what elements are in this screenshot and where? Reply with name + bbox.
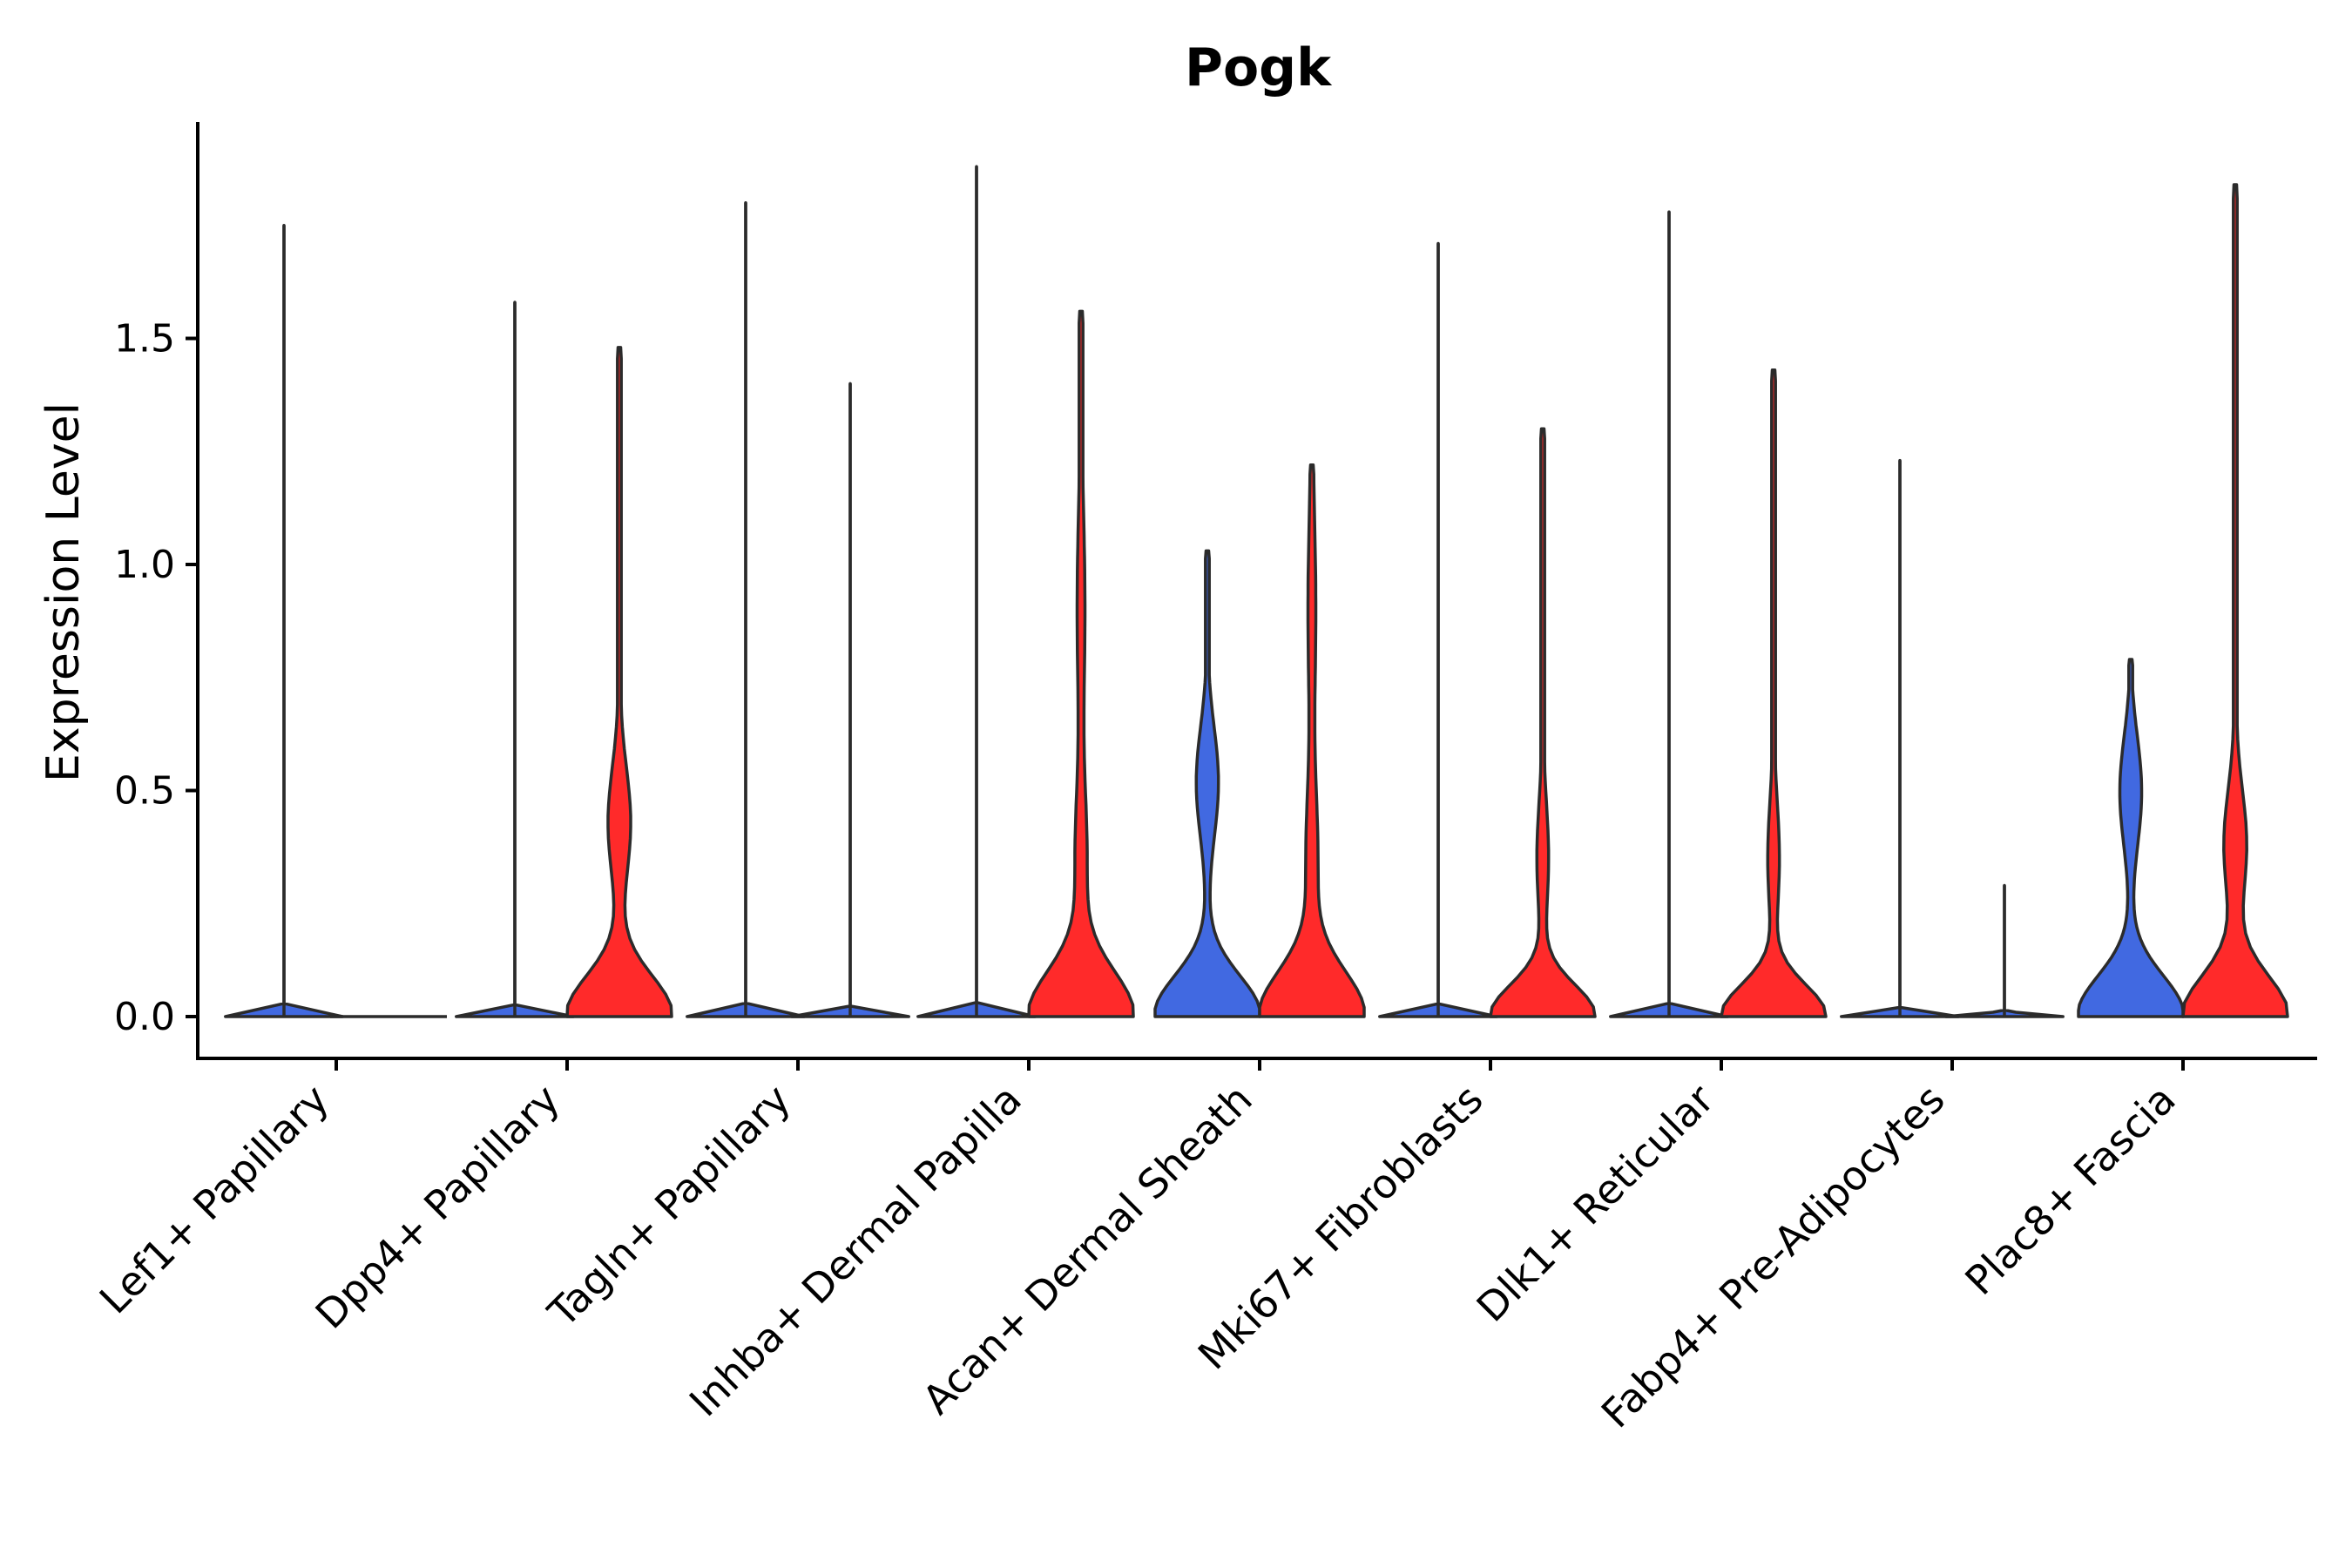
y-tick-label: 1.5 [114, 317, 175, 362]
violin-group [686, 201, 910, 1018]
violin-blue [2077, 658, 2185, 1018]
violin-group [1840, 458, 2065, 1018]
x-tick-label: Lef1+ Papillary [91, 1076, 338, 1323]
violin-group [224, 224, 447, 1018]
y-axis-label: Expression Level [37, 402, 90, 782]
violin-group [1378, 241, 1597, 1018]
violin-red [1027, 309, 1135, 1018]
y-tick-label: 0.5 [114, 769, 175, 814]
y-tick-label: 1.0 [114, 543, 175, 587]
violin-group [1153, 463, 1366, 1018]
x-tick-label: Dpp4+ Papillary [307, 1076, 569, 1338]
violin-blue [1153, 549, 1261, 1018]
violin-red [565, 346, 673, 1018]
x-tick-label: Plac8+ Fascia [1956, 1076, 2184, 1304]
axes-line [196, 122, 2317, 1060]
y-tick-label: 0.0 [114, 995, 175, 1039]
violin-group [2077, 183, 2289, 1018]
chart-title: Pogk [1185, 37, 1333, 98]
violin-group [916, 165, 1135, 1018]
x-tick-label: Dlk1+ Reticular [1468, 1076, 1723, 1331]
violin-red [1720, 368, 1828, 1018]
violin-red [1489, 427, 1597, 1018]
violin-red [1258, 463, 1366, 1018]
violin-group [1609, 210, 1828, 1018]
x-tick-label: Tagln+ Papillary [538, 1076, 800, 1337]
violin-group [455, 301, 673, 1018]
violin-red [2181, 183, 2289, 1018]
